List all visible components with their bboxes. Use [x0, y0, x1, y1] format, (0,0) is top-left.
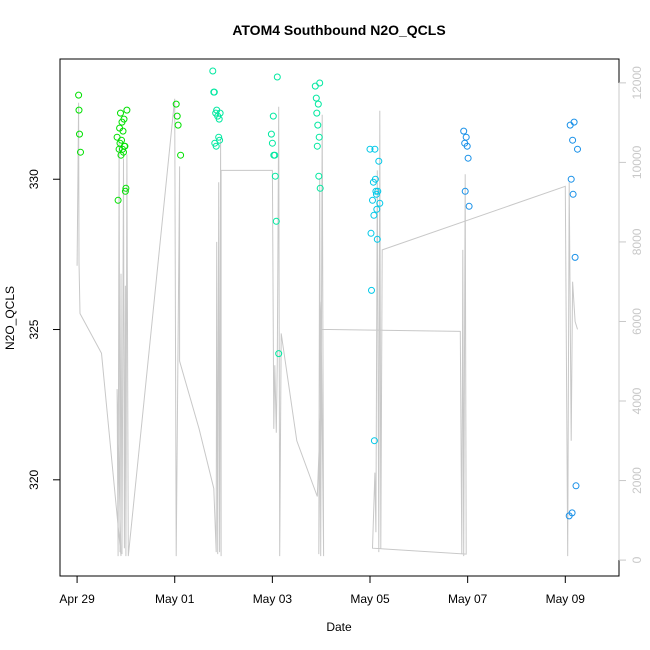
data-point [568, 509, 576, 517]
data-point [370, 437, 378, 445]
data-point [118, 136, 125, 144]
data-point [121, 142, 129, 150]
data-point [174, 121, 182, 129]
data-point [75, 91, 83, 99]
y-tick-label: 320 [27, 469, 41, 489]
point-series [75, 67, 581, 520]
data-point [273, 73, 281, 81]
data-point [314, 100, 322, 108]
y-axis-label: N2O_QCLS [3, 286, 17, 350]
data-point [212, 142, 220, 150]
data-point [210, 88, 218, 96]
x-axis-label: Date [326, 620, 352, 634]
data-point [77, 148, 84, 156]
data-point [567, 175, 575, 183]
x-tick-label: May 01 [155, 592, 195, 606]
data-point [123, 106, 131, 114]
chart-title: ATOM4 Southbound N2O_QCLS [232, 22, 445, 38]
data-point [369, 196, 376, 204]
y-tick-label: 330 [27, 169, 41, 189]
data-point [314, 121, 322, 129]
y2-tick-label: 2000 [630, 467, 644, 494]
data-point [122, 184, 130, 192]
y2-tick-label: 0 [630, 556, 644, 563]
y2-tick-label: 10000 [630, 145, 644, 179]
data-point [313, 109, 321, 117]
y2-tick-label: 8000 [630, 228, 644, 255]
data-point [316, 79, 324, 87]
data-point [569, 136, 577, 144]
y2-axis: 0 2000 4000 6000 8000 10000 12000 [618, 66, 644, 563]
series-line-0 [76, 98, 578, 557]
data-point [315, 133, 323, 141]
x-tick-label: May 05 [350, 592, 390, 606]
data-point [570, 118, 578, 126]
y-axis: 320 325 330 [27, 169, 61, 490]
data-point [371, 145, 379, 153]
data-point [376, 199, 384, 207]
data-point [120, 115, 128, 123]
data-point [374, 187, 382, 195]
data-point [117, 109, 124, 117]
data-point [313, 142, 321, 150]
data-point [571, 253, 579, 261]
data-point [173, 112, 181, 120]
x-tick-label: May 07 [448, 592, 488, 606]
data-point [373, 235, 381, 243]
x-tick-label: May 03 [253, 592, 293, 606]
data-point [373, 205, 381, 213]
y2-tick-label: 6000 [630, 308, 644, 335]
data-point [572, 482, 580, 490]
data-point [119, 127, 127, 135]
data-point [76, 130, 83, 138]
data-point [271, 172, 279, 180]
data-point [368, 286, 375, 294]
line-series [76, 98, 578, 557]
data-point [366, 145, 374, 153]
data-point [460, 127, 468, 135]
x-axis: Apr 29 May 01 May 03 May 05 May 07 May 09 [59, 575, 586, 606]
y2-tick-label: 12000 [630, 66, 644, 100]
data-point [268, 139, 276, 147]
data-point [269, 112, 277, 120]
data-point [113, 133, 121, 141]
data-point [216, 136, 224, 144]
plot-frame [59, 58, 620, 577]
data-point [464, 154, 472, 162]
y-tick-label: 325 [27, 319, 41, 339]
data-point [271, 151, 279, 159]
data-point [312, 94, 320, 102]
data-point [371, 175, 379, 183]
data-point [114, 196, 122, 204]
data-point [461, 187, 469, 195]
data-point [465, 202, 473, 210]
data-point [275, 350, 283, 358]
data-point [216, 109, 224, 117]
data-point [372, 187, 380, 195]
data-point [172, 100, 180, 108]
data-point [569, 190, 577, 198]
data-point [367, 229, 375, 237]
data-point [574, 145, 581, 153]
data-point [209, 67, 217, 75]
x-tick-label: Apr 29 [59, 592, 95, 606]
data-point [121, 187, 129, 195]
data-point [370, 211, 378, 219]
data-point [75, 106, 83, 114]
x-tick-label: May 09 [546, 592, 586, 606]
y2-tick-label: 4000 [630, 387, 644, 414]
data-point [316, 184, 324, 192]
data-point [375, 157, 383, 165]
data-point [177, 151, 185, 159]
data-point [315, 172, 323, 180]
data-point [462, 133, 470, 141]
data-point [272, 217, 280, 225]
data-point [267, 130, 275, 138]
data-point [215, 133, 223, 141]
data-point [463, 142, 471, 150]
